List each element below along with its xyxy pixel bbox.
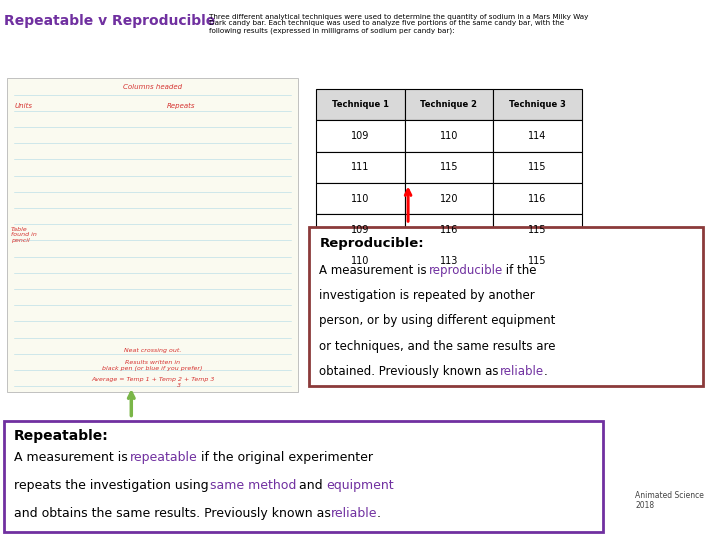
FancyBboxPatch shape [493, 120, 582, 152]
Text: 115: 115 [528, 225, 547, 235]
FancyBboxPatch shape [4, 421, 603, 532]
Text: Neat crossing out.

Results written in
black pen (or blue if you prefer)

Averag: Neat crossing out. Results written in bl… [91, 348, 215, 388]
FancyBboxPatch shape [316, 89, 405, 120]
Text: equipment: equipment [326, 479, 394, 492]
Text: Columns headed: Columns headed [123, 84, 182, 90]
Text: .: . [377, 507, 380, 520]
Text: 115: 115 [440, 163, 458, 172]
FancyBboxPatch shape [309, 227, 703, 386]
Text: A measurement is: A measurement is [14, 451, 132, 464]
FancyBboxPatch shape [493, 89, 582, 120]
Text: and obtains the same results. Previously known as: and obtains the same results. Previously… [14, 507, 335, 520]
FancyBboxPatch shape [493, 183, 582, 214]
Text: reliable: reliable [500, 365, 544, 378]
FancyBboxPatch shape [316, 214, 405, 246]
FancyBboxPatch shape [405, 152, 493, 183]
Text: 115: 115 [528, 163, 547, 172]
Text: 110: 110 [351, 256, 369, 266]
FancyBboxPatch shape [405, 120, 493, 152]
FancyBboxPatch shape [405, 183, 493, 214]
FancyBboxPatch shape [493, 214, 582, 246]
Text: Repeatable:: Repeatable: [14, 429, 109, 443]
FancyBboxPatch shape [316, 246, 405, 277]
FancyBboxPatch shape [7, 78, 298, 392]
Text: investigation is repeated by another: investigation is repeated by another [320, 289, 535, 302]
Text: 115: 115 [528, 256, 547, 266]
Text: .: . [544, 365, 547, 378]
FancyBboxPatch shape [405, 89, 493, 120]
FancyBboxPatch shape [316, 120, 405, 152]
FancyBboxPatch shape [405, 214, 493, 246]
Text: and: and [295, 479, 327, 492]
FancyBboxPatch shape [493, 246, 582, 277]
FancyBboxPatch shape [405, 246, 493, 277]
FancyBboxPatch shape [493, 152, 582, 183]
Text: if the: if the [503, 264, 537, 276]
Text: or techniques, and the same results are: or techniques, and the same results are [320, 340, 556, 353]
Text: Technique 1: Technique 1 [332, 100, 389, 109]
Text: Technique 3: Technique 3 [509, 100, 566, 109]
Text: 109: 109 [351, 131, 369, 141]
Text: A measurement is: A measurement is [320, 264, 431, 276]
Text: Three different analytical techniques were used to determine the quantity of sod: Three different analytical techniques we… [210, 14, 589, 34]
Text: Reproducible:: Reproducible: [320, 237, 424, 249]
Text: Animated Science
2018: Animated Science 2018 [635, 491, 704, 510]
Text: repeatable: repeatable [130, 451, 198, 464]
Text: reliable: reliable [330, 507, 377, 520]
Text: reproducible: reproducible [429, 264, 503, 276]
Text: Units: Units [14, 103, 32, 109]
Text: 110: 110 [440, 131, 458, 141]
FancyBboxPatch shape [316, 183, 405, 214]
Text: 109: 109 [351, 225, 369, 235]
Text: Technique 2: Technique 2 [420, 100, 477, 109]
Text: 113: 113 [440, 256, 458, 266]
Text: 110: 110 [351, 194, 369, 204]
Text: Table
found in
pencil: Table found in pencil [11, 227, 37, 243]
Text: repeats the investigation using: repeats the investigation using [14, 479, 213, 492]
Text: 114: 114 [528, 131, 546, 141]
Text: obtained. Previously known as: obtained. Previously known as [320, 365, 503, 378]
Text: 116: 116 [440, 225, 458, 235]
Text: Repeatable v Reproducible: Repeatable v Reproducible [4, 14, 215, 28]
Text: if the original experimenter: if the original experimenter [197, 451, 373, 464]
Text: same method: same method [210, 479, 297, 492]
Text: 116: 116 [528, 194, 546, 204]
Text: person, or by using different equipment: person, or by using different equipment [320, 314, 556, 327]
Text: 120: 120 [440, 194, 458, 204]
Text: 111: 111 [351, 163, 369, 172]
Text: Repeats: Repeats [167, 103, 195, 109]
FancyBboxPatch shape [316, 152, 405, 183]
